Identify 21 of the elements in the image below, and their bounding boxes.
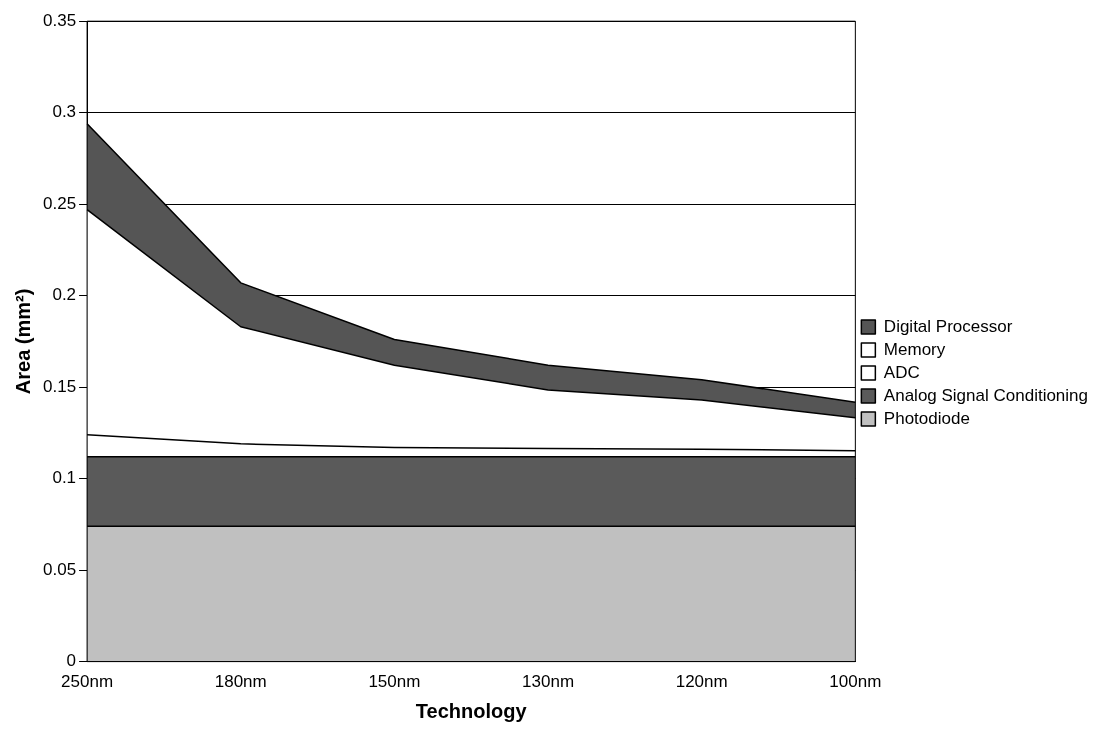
y-tick-label: 0.25 <box>42 193 77 213</box>
legend-label: Analog Signal Conditioning <box>883 385 1089 405</box>
y-tick-label: 0 <box>66 651 77 671</box>
x-tick-label: 100nm <box>829 672 882 692</box>
x-tick-label: 250nm <box>61 672 114 692</box>
y-tick-label: 0.35 <box>42 10 77 30</box>
y-tick-label: 0.05 <box>42 559 77 579</box>
legend-label: Digital Processor <box>883 316 1013 336</box>
y-tick-label: 0.3 <box>52 102 77 122</box>
legend-label: Photodiode <box>883 408 970 428</box>
y-tick-label: 0.1 <box>52 468 77 488</box>
legend-label: ADC <box>883 362 920 382</box>
y-axis-title: Area (mm²) <box>11 288 34 395</box>
x-tick-label: 120nm <box>675 672 728 692</box>
y-tick-label: 0.2 <box>52 285 77 305</box>
y-tick-label: 0.15 <box>42 376 77 396</box>
x-axis-title: Technology <box>415 699 528 722</box>
x-tick-label: 130nm <box>522 672 575 692</box>
legend-label: Memory <box>883 339 946 359</box>
x-tick-label: 150nm <box>368 672 421 692</box>
x-tick-label: 180nm <box>214 672 267 692</box>
